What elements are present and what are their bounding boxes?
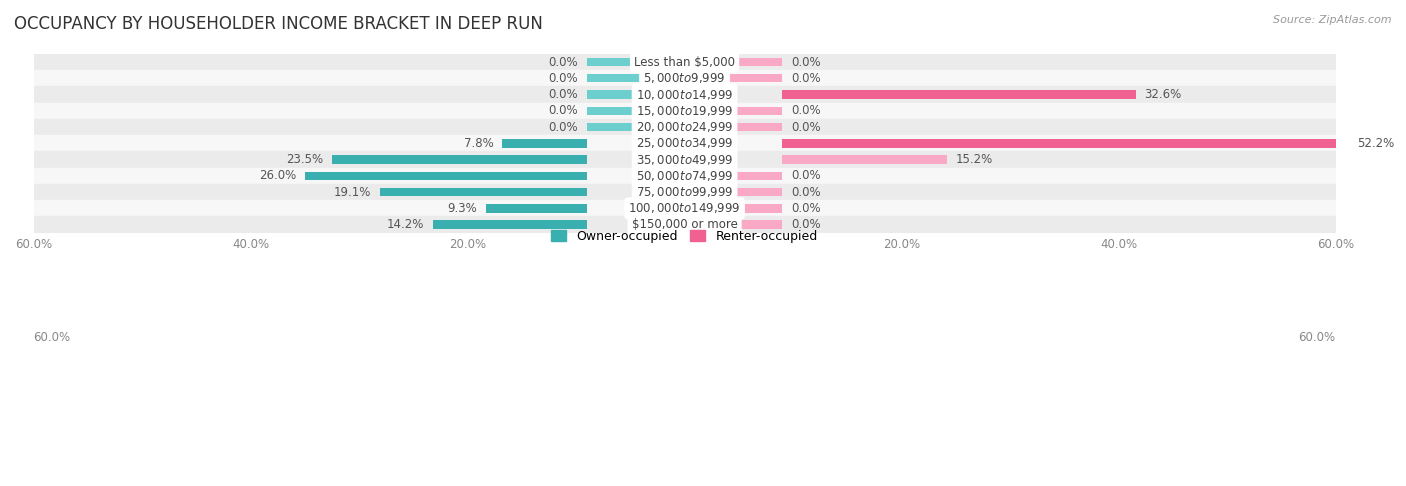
Text: $50,000 to $74,999: $50,000 to $74,999 <box>636 169 734 183</box>
Text: 32.6%: 32.6% <box>1144 88 1182 101</box>
Text: 14.2%: 14.2% <box>387 218 425 231</box>
Text: 52.2%: 52.2% <box>1357 137 1395 150</box>
Bar <box>34 87 1336 103</box>
Text: 0.0%: 0.0% <box>792 104 821 117</box>
Bar <box>586 106 685 115</box>
Bar <box>782 90 1136 99</box>
Text: 0.0%: 0.0% <box>792 55 821 69</box>
Bar <box>685 204 782 212</box>
Bar <box>685 106 782 115</box>
Bar <box>34 54 1336 70</box>
Text: 9.3%: 9.3% <box>447 202 477 215</box>
Bar <box>34 119 1336 135</box>
Text: 0.0%: 0.0% <box>548 72 578 85</box>
Text: 0.0%: 0.0% <box>792 218 821 231</box>
Text: 0.0%: 0.0% <box>792 169 821 182</box>
Bar <box>685 58 782 66</box>
Bar <box>685 123 782 131</box>
Bar <box>34 216 1336 233</box>
Text: OCCUPANCY BY HOUSEHOLDER INCOME BRACKET IN DEEP RUN: OCCUPANCY BY HOUSEHOLDER INCOME BRACKET … <box>14 15 543 33</box>
Bar <box>586 123 685 131</box>
Text: $20,000 to $24,999: $20,000 to $24,999 <box>636 120 734 134</box>
Bar <box>782 139 1348 148</box>
Text: 26.0%: 26.0% <box>259 169 297 182</box>
Bar <box>685 220 782 229</box>
Text: 0.0%: 0.0% <box>548 121 578 134</box>
Text: 0.0%: 0.0% <box>792 72 821 85</box>
Bar <box>34 70 1336 87</box>
Bar <box>586 74 685 83</box>
Text: Less than $5,000: Less than $5,000 <box>634 55 735 69</box>
Text: $25,000 to $34,999: $25,000 to $34,999 <box>636 136 734 150</box>
Bar <box>502 139 586 148</box>
Bar <box>34 184 1336 200</box>
Bar <box>305 172 586 180</box>
Text: Source: ZipAtlas.com: Source: ZipAtlas.com <box>1274 15 1392 25</box>
Bar <box>34 103 1336 119</box>
Text: 0.0%: 0.0% <box>792 186 821 199</box>
Bar <box>685 172 782 180</box>
Bar <box>433 220 586 229</box>
Text: 19.1%: 19.1% <box>333 186 371 199</box>
Bar <box>685 188 782 196</box>
Text: $15,000 to $19,999: $15,000 to $19,999 <box>636 104 734 118</box>
Legend: Owner-occupied, Renter-occupied: Owner-occupied, Renter-occupied <box>547 225 823 248</box>
Text: $100,000 to $149,999: $100,000 to $149,999 <box>628 201 741 215</box>
Bar <box>782 156 948 164</box>
Text: $75,000 to $99,999: $75,000 to $99,999 <box>636 185 734 199</box>
Text: 7.8%: 7.8% <box>464 137 494 150</box>
Text: $35,000 to $49,999: $35,000 to $49,999 <box>636 153 734 167</box>
Bar <box>332 156 586 164</box>
Text: $5,000 to $9,999: $5,000 to $9,999 <box>644 71 725 85</box>
Text: 60.0%: 60.0% <box>34 331 70 344</box>
Bar <box>34 135 1336 152</box>
Bar <box>34 200 1336 216</box>
Text: $150,000 or more: $150,000 or more <box>631 218 738 231</box>
Text: 0.0%: 0.0% <box>548 88 578 101</box>
Bar <box>586 90 685 99</box>
Text: 0.0%: 0.0% <box>548 104 578 117</box>
Text: 15.2%: 15.2% <box>956 153 993 166</box>
Text: 60.0%: 60.0% <box>1299 331 1336 344</box>
Text: $10,000 to $14,999: $10,000 to $14,999 <box>636 87 734 102</box>
Text: 0.0%: 0.0% <box>548 55 578 69</box>
Bar <box>34 152 1336 168</box>
Bar <box>586 58 685 66</box>
Text: 23.5%: 23.5% <box>287 153 323 166</box>
Text: 0.0%: 0.0% <box>792 202 821 215</box>
Text: 0.0%: 0.0% <box>792 121 821 134</box>
Bar <box>486 204 586 212</box>
Bar <box>685 74 782 83</box>
Bar <box>34 168 1336 184</box>
Bar <box>380 188 586 196</box>
